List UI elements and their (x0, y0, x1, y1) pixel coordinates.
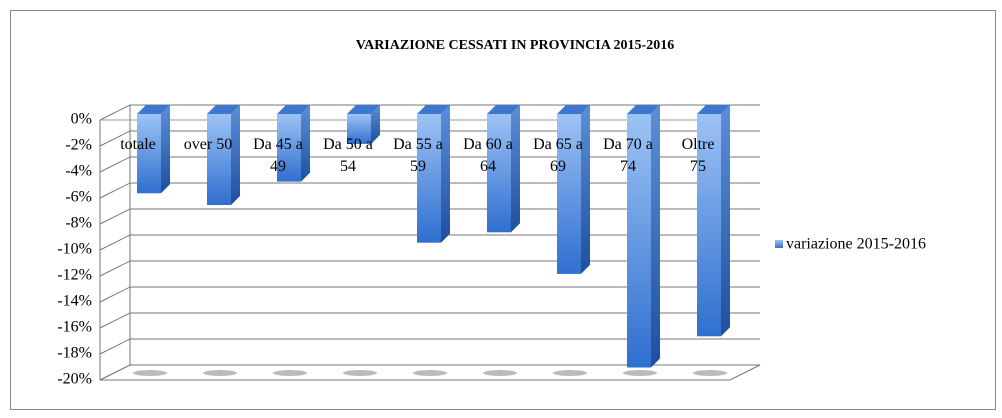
bar-side (441, 105, 450, 243)
floor-shadow (413, 370, 447, 376)
floor-shadow (553, 370, 587, 376)
bar (277, 114, 301, 182)
bar-side (721, 105, 730, 337)
y-tick-label: -2% (65, 137, 92, 154)
bar (697, 114, 721, 337)
bar-side (511, 105, 520, 233)
bar-top (137, 105, 170, 114)
bar (417, 114, 441, 243)
bar (487, 114, 511, 233)
bar (627, 114, 651, 368)
bar (137, 114, 161, 194)
bar-side (161, 105, 170, 194)
bar-side (581, 105, 590, 274)
x-tick-label: totale (120, 136, 156, 153)
y-tick-label: 0% (71, 111, 92, 128)
floor-shadow (133, 370, 167, 376)
x-tick-label: Da 55 a 59 (393, 136, 443, 175)
y-tick-label: -16% (57, 319, 92, 336)
bar-top (207, 105, 240, 114)
floor-shadow (483, 370, 517, 376)
bar-top (557, 105, 590, 114)
bar-top (277, 105, 310, 114)
bar-top (347, 105, 380, 114)
y-tick-label: -14% (57, 293, 92, 310)
bar-side (231, 105, 240, 205)
y-tick-label: -18% (57, 345, 92, 362)
bar (207, 114, 231, 205)
legend-swatch (775, 240, 783, 248)
chart-title: VARIAZIONE CESSATI IN PROVINCIA 2015-201… (356, 38, 674, 53)
y-tick-label: -12% (57, 267, 92, 284)
x-tick-label: Da 45 a 49 (253, 136, 303, 175)
bar-side (301, 105, 310, 182)
floor-shadow (273, 370, 307, 376)
x-tick-label: Da 70 a 74 (603, 136, 653, 175)
floor (99, 364, 761, 381)
x-tick-label: Da 60 a 64 (463, 136, 513, 175)
legend-label: variazione 2015-2016 (786, 236, 926, 253)
bar-top (697, 105, 730, 114)
floor-shadow (623, 370, 657, 376)
bar-top (417, 105, 450, 114)
x-tick-label: over 50 (183, 136, 233, 153)
y-tick-label: -10% (57, 241, 92, 258)
y-tick-label: -20% (57, 371, 92, 388)
y-tick-label: -8% (65, 215, 92, 232)
floor-shadow (343, 370, 377, 376)
bar (347, 114, 371, 144)
bar-top (627, 105, 660, 114)
floor-shadow (203, 370, 237, 376)
bar (557, 114, 581, 274)
y-tick-label: -6% (65, 189, 92, 206)
bar-top (487, 105, 520, 114)
bar-side (371, 105, 380, 144)
floor-shadow (693, 370, 727, 376)
x-tick-label: Oltre 75 (681, 136, 715, 175)
x-tick-label: Da 50 a 54 (323, 136, 373, 175)
bar-side (651, 105, 660, 368)
x-tick-label: Da 65 a 69 (533, 136, 583, 175)
y-tick-label: -4% (65, 163, 92, 180)
